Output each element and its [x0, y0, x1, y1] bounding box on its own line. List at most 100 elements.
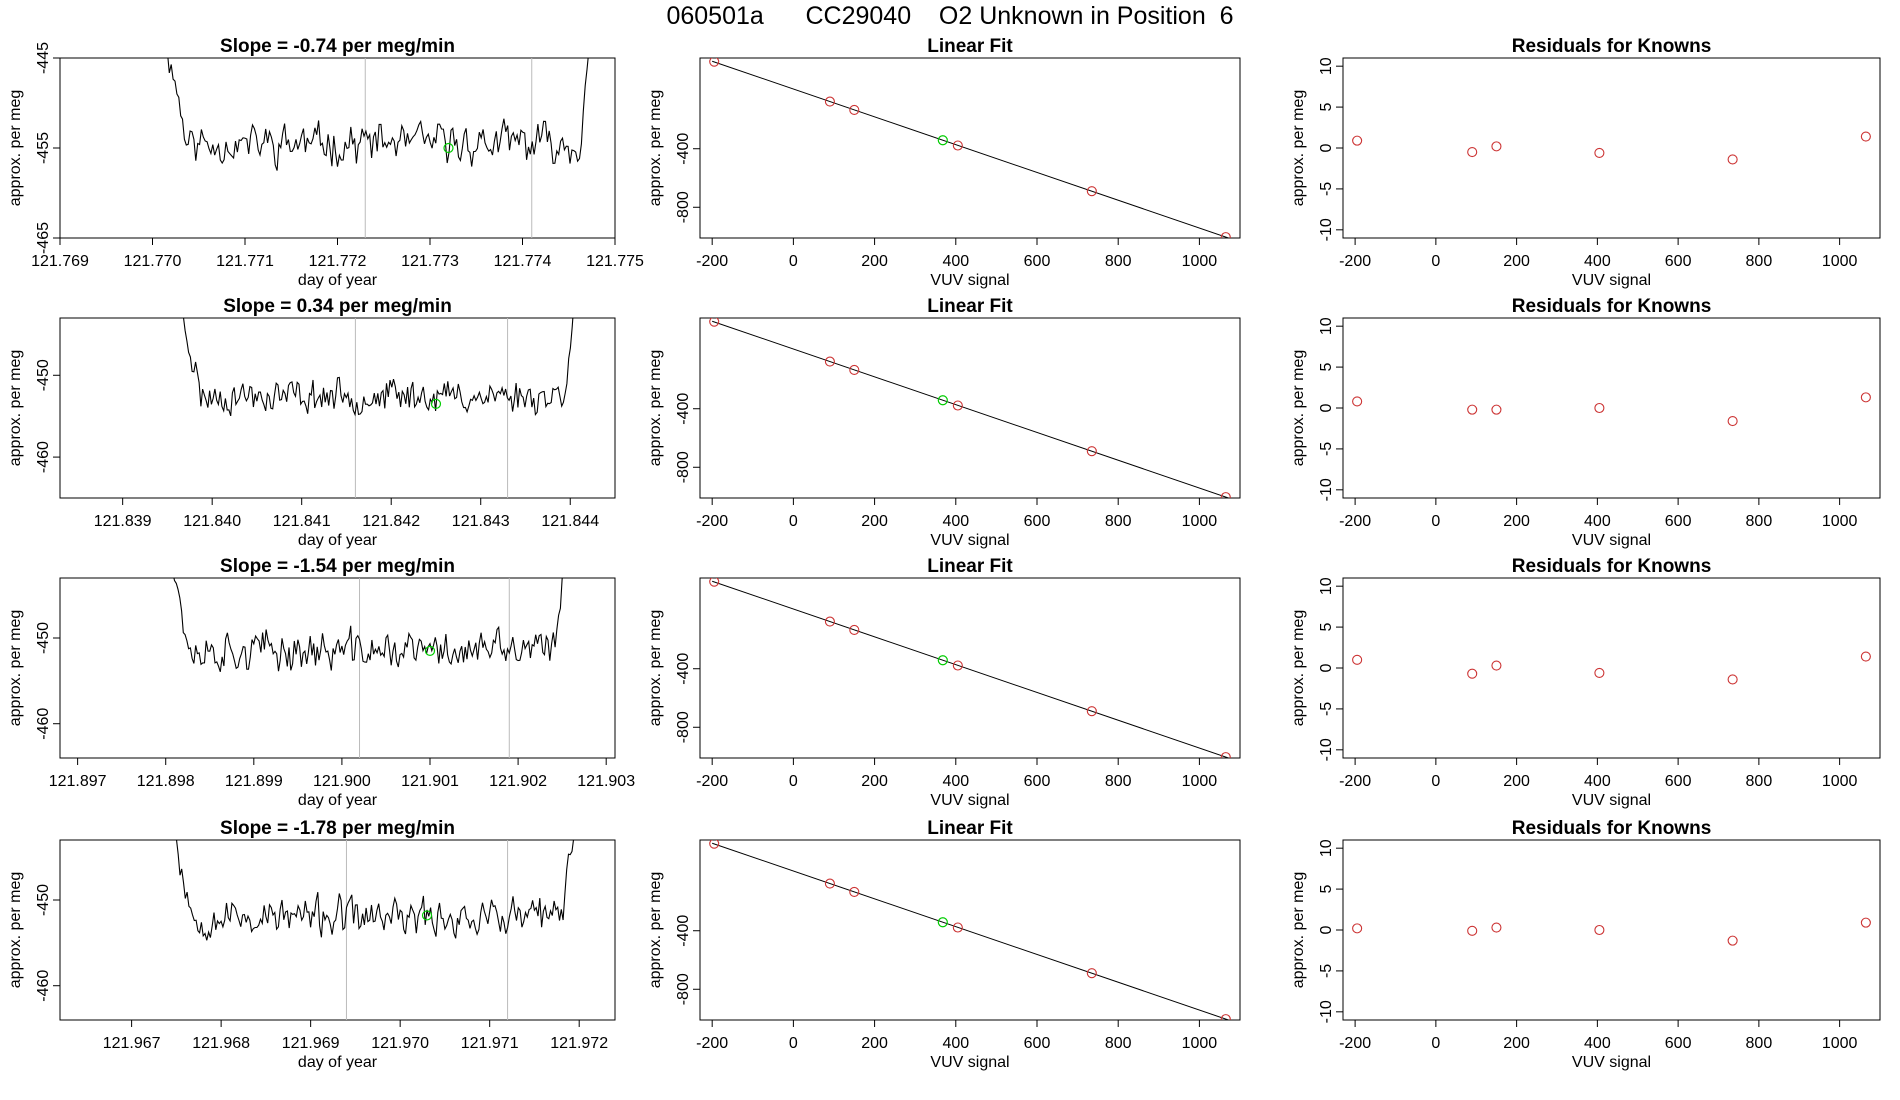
x-tick-label: 800: [1105, 513, 1132, 530]
x-tick-label: 600: [1024, 513, 1051, 530]
x-tick-label: 121.970: [371, 1035, 429, 1052]
x-tick-label: 1000: [1822, 773, 1858, 790]
y-tick-label: 5: [1318, 885, 1335, 894]
panel-linear_fit-4: Linear Fit -200 0 200 400 600 800 1000 VUV signa…: [647, 818, 1241, 1071]
plot-frame: [59, 839, 616, 1021]
plot-area: [709, 58, 1231, 238]
x-tick-label: 0: [1431, 773, 1440, 790]
x-tick-label: 0: [1431, 513, 1440, 530]
y-axis-label: approx. per meg: [647, 610, 664, 727]
x-tick-label: 200: [861, 513, 888, 530]
unknown-point: [937, 655, 948, 666]
y-tick-label: -10: [1318, 478, 1335, 501]
known-point: [952, 400, 963, 411]
plot-frame: [59, 317, 616, 499]
x-tick-label: 400: [942, 253, 969, 270]
x-tick-label: 121.899: [225, 773, 283, 790]
panel-timeseries-2: Slope = 0.34 per meg/min 121.839 121.840 12…: [7, 296, 616, 549]
panel-linear_fit-3: Linear Fit -200 0 200 400 600 800 1000 VUV signa…: [647, 556, 1241, 809]
x-tick-label: 200: [861, 1035, 888, 1052]
x-tick-label: -200: [1339, 253, 1371, 270]
x-tick-label: 800: [1105, 253, 1132, 270]
x-tick-label: 600: [1024, 773, 1051, 790]
residual-point: [1860, 917, 1871, 928]
y-tick-label: -400: [675, 915, 692, 947]
plot-area: [1352, 131, 1871, 165]
x-tick-label: 0: [789, 1035, 798, 1052]
y-axis-label: approx. per meg: [647, 872, 664, 989]
residual-point: [1594, 402, 1605, 414]
fit-line: [712, 580, 1231, 758]
y-axis-label: approx. per meg: [7, 610, 24, 727]
x-tick-label: 800: [1746, 773, 1773, 790]
known-point: [1086, 446, 1097, 457]
x-axis-label: day of year: [298, 272, 378, 289]
x-tick-label: 1000: [1182, 773, 1218, 790]
x-tick-label: -200: [696, 1035, 728, 1052]
y-tick-label: -460: [35, 970, 52, 1002]
panel-title: Linear Fit: [927, 556, 1013, 577]
y-tick-label: 5: [1318, 363, 1335, 372]
plot-area: [173, 578, 563, 758]
x-tick-label: 121.844: [541, 513, 599, 530]
y-axis-label: approx. per meg: [1290, 872, 1307, 989]
residual-point: [1467, 147, 1478, 158]
plot-frame: [1342, 317, 1881, 499]
x-tick-label: 121.898: [137, 773, 195, 790]
y-tick-label: 10: [1318, 317, 1335, 335]
x-tick-label: 200: [1503, 773, 1530, 790]
y-tick-label: -800: [675, 973, 692, 1005]
x-tick-label: -200: [696, 513, 728, 530]
x-tick-label: 800: [1746, 253, 1773, 270]
panel-title: Residuals for Knowns: [1512, 36, 1712, 57]
known-point: [1086, 186, 1097, 197]
x-tick-label: 0: [789, 773, 798, 790]
panel-title: Residuals for Knowns: [1512, 556, 1712, 577]
known-point: [952, 922, 963, 933]
known-point: [1220, 232, 1231, 238]
x-tick-label: 800: [1746, 513, 1773, 530]
x-tick-label: 121.770: [124, 253, 182, 270]
x-tick-label: 600: [1665, 253, 1692, 270]
known-point: [709, 58, 720, 67]
plot-area: [1352, 392, 1871, 427]
highlight-point: [424, 645, 436, 656]
x-tick-label: 400: [1584, 253, 1611, 270]
x-tick-label: 121.969: [282, 1035, 340, 1052]
x-axis-label: VUV signal: [930, 272, 1009, 289]
residual-point: [1860, 392, 1871, 403]
x-tick-label: 600: [1665, 513, 1692, 530]
x-tick-label: 1000: [1822, 513, 1858, 530]
y-axis-label: approx. per meg: [1290, 610, 1307, 727]
plot-area: [182, 318, 574, 498]
residual-point: [1491, 922, 1502, 933]
x-axis-label: VUV signal: [1572, 532, 1651, 549]
unknown-point: [937, 395, 948, 406]
y-axis-label: approx. per meg: [1290, 350, 1307, 467]
residual-point: [1860, 131, 1871, 142]
plot-frame: [1342, 577, 1881, 759]
panel-title: Linear Fit: [927, 296, 1013, 317]
y-tick-label: -5: [1318, 702, 1335, 716]
x-tick-label: -200: [696, 773, 728, 790]
known-point: [709, 578, 720, 587]
plot-area: [709, 318, 1231, 498]
x-tick-label: 121.774: [494, 253, 552, 270]
x-tick-label: 1000: [1182, 1035, 1218, 1052]
y-tick-label: 10: [1318, 839, 1335, 857]
known-point: [849, 364, 860, 376]
x-tick-label: 800: [1105, 773, 1132, 790]
panel-title: Slope = 0.34 per meg/min: [223, 296, 452, 317]
data-series-line: [167, 58, 589, 171]
plot-area: [709, 840, 1231, 1020]
x-axis-label: VUV signal: [1572, 792, 1651, 809]
x-tick-label: 121.772: [309, 253, 367, 270]
highlight-point: [430, 398, 442, 410]
unknown-point: [937, 917, 948, 928]
x-tick-label: 121.972: [550, 1035, 608, 1052]
y-tick-label: -450: [35, 884, 52, 916]
residual-point: [1352, 135, 1363, 146]
known-point: [1086, 706, 1097, 717]
x-tick-label: 1000: [1182, 253, 1218, 270]
y-axis-label: approx. per meg: [7, 350, 24, 467]
